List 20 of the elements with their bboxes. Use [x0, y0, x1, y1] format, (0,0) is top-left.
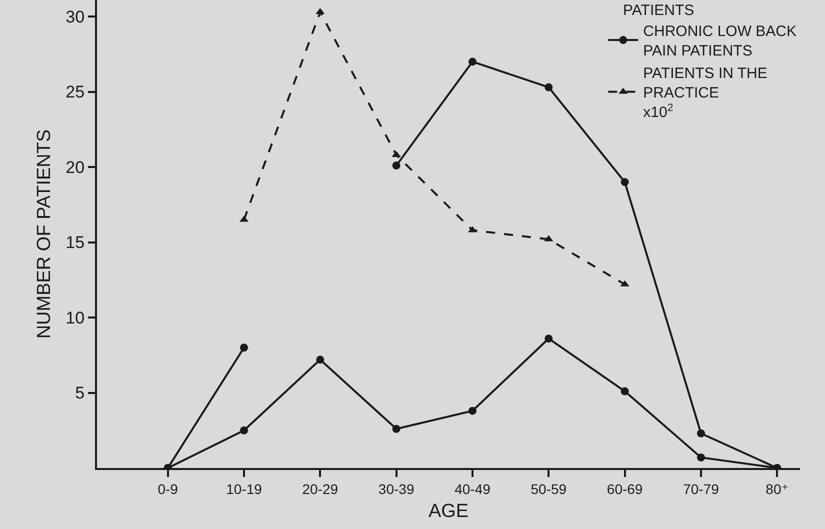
x-tick-label: 30-39 [378, 480, 414, 497]
x-tick-label: 60-69 [606, 480, 643, 497]
x-tick-label: 70-79 [683, 480, 720, 497]
x-tick-label: 50-59 [530, 480, 567, 497]
x-axis-title: AGE [428, 501, 469, 522]
y-tick-label: 25 [66, 82, 85, 102]
y-tick-label: 5 [75, 384, 85, 403]
legend-label: CHRONIC LOW BACK PAIN PATIENTS [643, 23, 797, 60]
annotation: PATIENTS [623, 2, 694, 19]
y-tick-label: 10 [66, 308, 85, 328]
y-tick-label: 30 [66, 8, 85, 26]
legend-label: PATIENTS IN THE PRACTICE x10$^{2}$ [643, 65, 768, 122]
x-tick-label: 0-9 [158, 480, 178, 497]
x-tick-label: 80⁺ [766, 480, 789, 497]
x-tick-label: 40-49 [454, 480, 491, 497]
y-axis-title: NUMBER OF PATIENTS [34, 129, 56, 339]
x-tick-label: 20-29 [302, 480, 338, 497]
y-tick-label: 15 [66, 233, 85, 252]
y-tick-label: 20 [66, 158, 85, 177]
x-tick-label: 10-19 [226, 480, 262, 497]
